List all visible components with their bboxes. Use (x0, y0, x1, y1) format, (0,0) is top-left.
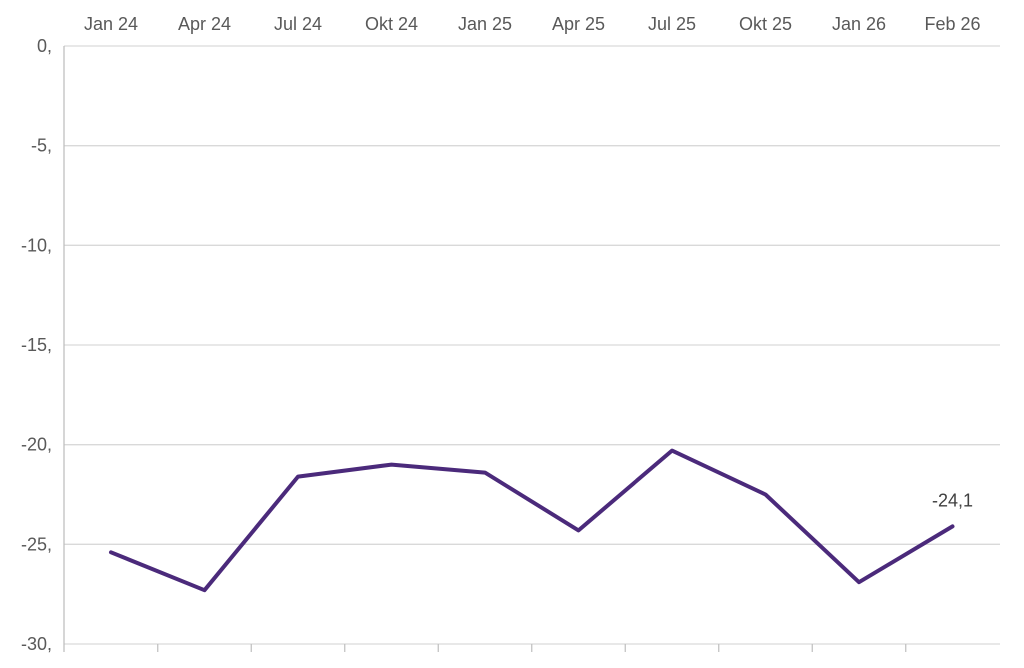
x-tick-label: Jul 24 (274, 14, 322, 34)
x-tick-label: Jul 25 (648, 14, 696, 34)
x-axis-ticks (157, 644, 907, 652)
y-axis-labels: 0, -5, -10, -15, -20, -25, -30, (21, 36, 52, 654)
x-tick-label: Okt 24 (365, 14, 418, 34)
x-tick-label: Apr 24 (178, 14, 231, 34)
data-labels: -24,1 (932, 490, 973, 510)
x-axis-labels: Jan 24 Apr 24 Jul 24 Okt 24 Jan 25 Apr 25 Jul … (84, 14, 981, 34)
x-tick-label: Feb 26 (924, 14, 980, 34)
y-tick-label: -25, (21, 534, 52, 554)
y-tick-label: -10, (21, 235, 52, 255)
series-layer (109, 448, 955, 593)
y-tick-label: -30, (21, 634, 52, 654)
x-tick-label: Jan 24 (84, 14, 138, 34)
y-tick-label: -5, (31, 136, 52, 156)
x-tick-label: Apr 25 (552, 14, 605, 34)
y-tick-label: -15, (21, 335, 52, 355)
y-tick-label: 0, (37, 36, 52, 56)
x-tick-label: Okt 25 (739, 14, 792, 34)
grid-lines (63, 45, 1000, 652)
series-line (109, 448, 955, 593)
x-tick-label: Jan 26 (832, 14, 886, 34)
x-tick-label: Jan 25 (458, 14, 512, 34)
data-label: -24,1 (932, 490, 973, 510)
y-tick-label: -20, (21, 435, 52, 455)
